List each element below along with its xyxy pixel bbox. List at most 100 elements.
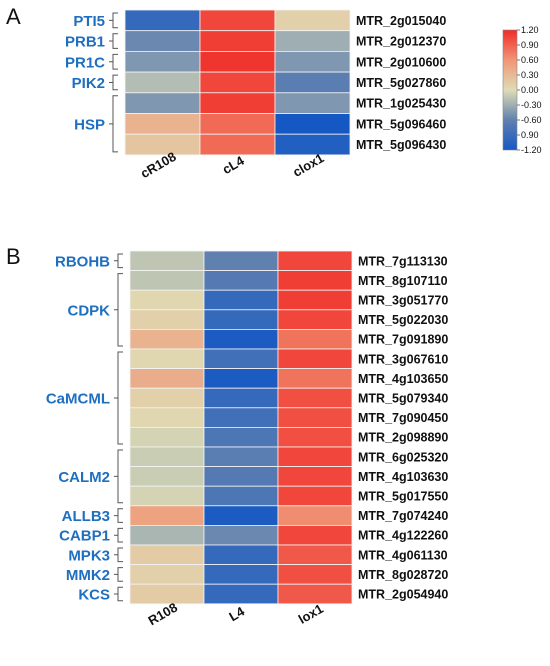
colorbar-tick-label: -1.20	[521, 145, 542, 155]
panel-a-group-bracket	[109, 95, 118, 153]
panel-b-cell	[129, 564, 205, 585]
panel-a-cell	[124, 71, 201, 94]
panel-b-cell	[203, 387, 279, 409]
panel-b-cell	[277, 270, 353, 291]
panel-b-gene-label: MTR_5g079340	[358, 392, 448, 406]
panel-b-label: B	[6, 244, 21, 269]
panel-a-cell	[274, 30, 351, 52]
panel-b-gene-label: MTR_8g107110	[358, 274, 448, 288]
panel-b-group-label: CaMCML	[46, 391, 110, 408]
panel-b-gene-label: MTR_7g113130	[358, 254, 448, 268]
panel-a-cell	[199, 133, 276, 156]
panel-b-cell	[203, 505, 279, 526]
panel-b-cell	[129, 368, 205, 389]
panel-b-heatmap: MTR_7g113130 MTR_8g107110 MTR_3g051770 MTR_…	[46, 250, 448, 628]
panel-a-column-label: cL4	[220, 153, 248, 178]
panel-a-group-bracket	[109, 74, 118, 91]
panel-b-cell	[203, 544, 279, 566]
panel-b-cell	[277, 446, 353, 468]
panel-b-gene-label: MTR_6g025320	[358, 450, 448, 464]
panel-b-gene-label: MTR_5g017550	[358, 490, 448, 504]
panel-a-cell	[199, 51, 276, 73]
panel-b-gene-label: MTR_7g074240	[358, 509, 448, 523]
panel-b-gene-label: MTR_4g122260	[358, 529, 448, 543]
panel-b-cell	[203, 525, 279, 546]
panel-b-group-bracket	[114, 567, 123, 582]
colorbar-tick-label: 0.30	[521, 70, 539, 80]
panel-a-group-label: PR1C	[65, 54, 105, 71]
panel-b-cell	[203, 368, 279, 389]
panel-b-cell	[129, 544, 205, 566]
panel-a-cell	[199, 71, 276, 94]
panel-b-gene-label: MTR_4g103630	[358, 470, 448, 484]
panel-b-group-label: MPK3	[68, 547, 110, 564]
panel-a-cell	[199, 92, 276, 114]
panel-b-cell	[277, 407, 353, 428]
panel-a-group-label: PTI5	[73, 13, 105, 30]
panel-a-cell	[274, 113, 351, 135]
panel-b-column-label: L4	[226, 603, 247, 624]
panel-b-cell	[203, 289, 279, 311]
panel-a-cell	[274, 92, 351, 114]
panel-b-cell	[277, 309, 353, 330]
panel-a-cell	[274, 9, 351, 32]
panel-a-group-bracket	[109, 33, 118, 49]
panel-a-gene-label: MTR_5g027860	[356, 76, 446, 90]
panel-a-cell	[274, 133, 351, 156]
panel-a-cell	[124, 113, 201, 135]
panel-b-cell	[203, 348, 279, 370]
colorbar-tick-label: 0.00	[521, 85, 539, 95]
panel-a-gene-label: MTR_2g010600	[356, 55, 446, 69]
panel-a-cell	[124, 51, 201, 73]
panel-b-cell	[129, 407, 205, 428]
panel-a-cell	[124, 133, 201, 156]
panel-b-gene-label: MTR_4g103650	[358, 372, 448, 386]
panel-b-cell	[129, 485, 205, 507]
panel-a-group-bracket	[109, 53, 118, 70]
panel-a-label: A	[6, 4, 21, 29]
panel-b-cell	[203, 250, 279, 272]
panel-b-cell	[129, 270, 205, 291]
panel-b-group-label: KCS	[78, 587, 110, 604]
panel-a-gene-label: MTR_2g015040	[356, 14, 446, 28]
colorbar-tick-label: -0.60	[521, 115, 542, 125]
panel-b-group-bracket	[114, 253, 123, 269]
panel-a-cell	[124, 92, 201, 114]
panel-b-cell	[129, 505, 205, 526]
panel-b-cell	[129, 466, 205, 487]
panel-b-gene-label: MTR_2g098890	[358, 431, 448, 445]
panel-b-gene-label: MTR_7g090450	[358, 411, 448, 425]
panel-b-group-bracket	[114, 508, 123, 523]
panel-b-cell	[129, 348, 205, 370]
panel-b-gene-label: MTR_3g067610	[358, 352, 448, 366]
panel-b-cell	[129, 250, 205, 272]
panel-b-cell	[203, 407, 279, 428]
panel-a-cell	[274, 51, 351, 73]
colorbar-tick-label: 0.90	[521, 130, 539, 140]
panel-b-cell	[129, 583, 205, 605]
panel-b-group-label: CDPK	[67, 302, 110, 319]
panel-b-column-label: lox1	[296, 601, 326, 627]
panel-a-gene-label: MTR_1g025430	[356, 97, 446, 111]
panel-a-group-label: HSP	[74, 116, 105, 133]
panel-a-group-label: PRB1	[65, 34, 105, 51]
panel-b-cell	[129, 387, 205, 409]
panel-b-cell	[277, 426, 353, 448]
panel-b-cell	[203, 426, 279, 448]
panel-a-gene-label: MTR_5g096430	[356, 138, 446, 152]
panel-b-group-bracket	[114, 586, 123, 602]
panel-b-cell	[203, 446, 279, 468]
panel-b-gene-label: MTR_5g022030	[358, 313, 448, 327]
panel-b-cell	[277, 348, 353, 370]
panel-b-cell	[277, 525, 353, 546]
panel-a-group-bracket	[109, 12, 118, 29]
panel-a-cell	[124, 9, 201, 32]
panel-b-group-label: ALLB3	[62, 508, 110, 525]
panel-b-cell	[129, 309, 205, 330]
panel-b-cell	[129, 426, 205, 448]
panel-a-gene-label: MTR_5g096460	[356, 117, 446, 131]
panel-b-cell	[129, 525, 205, 546]
panel-a-group-label: PIK2	[72, 75, 105, 92]
panel-b-cell	[129, 446, 205, 468]
